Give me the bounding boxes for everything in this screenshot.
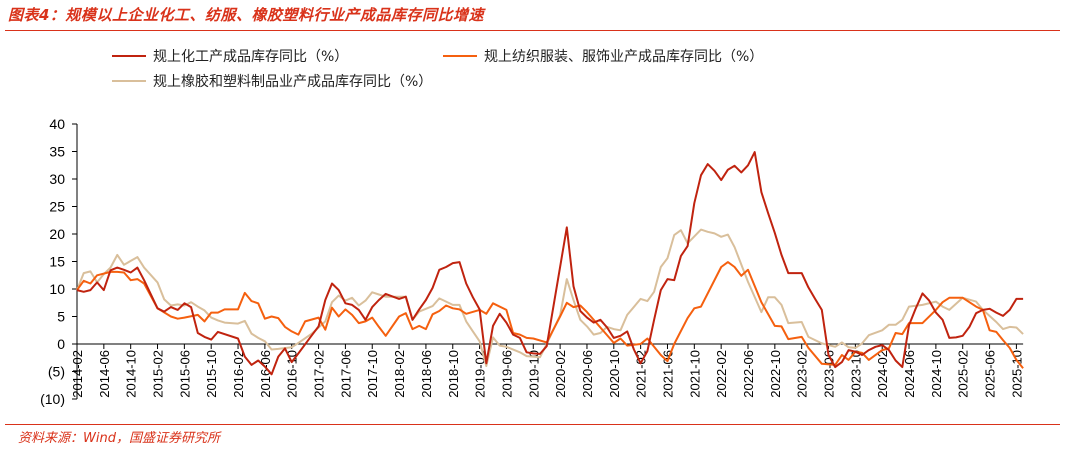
x-tick-label: 2019-02 [473,350,488,398]
x-tick-label: 2014-10 [124,350,139,398]
x-tick-label: 2015-02 [151,350,166,398]
x-tick-label: 2025-10 [1009,350,1024,398]
y-tick-label: 20 [49,226,65,242]
y-tick-label: 5 [57,309,65,325]
x-tick-label: 2025-06 [983,350,998,398]
x-tick-label: 2020-02 [553,350,568,398]
y-tick-label: 15 [49,254,65,270]
series-line-0 [76,151,1024,376]
y-tick-label: 30 [49,171,65,187]
legend-label: 规上橡胶和塑料制品业产成品库存同比（%） [153,74,433,90]
y-tick-label: 40 [49,116,65,132]
x-tick-label: 2022-06 [741,350,756,398]
x-tick-label: 2023-02 [795,350,810,398]
x-tick-label: 2017-10 [365,350,380,398]
x-tick-label: 2021-02 [634,350,649,398]
series-line-1 [76,261,1024,369]
x-tick-label: 2018-02 [392,350,407,398]
x-tick-label: 2024-06 [902,350,917,398]
legend-item-rubber-plastic: 规上橡胶和塑料制品业产成品库存同比（%） [112,71,432,91]
x-tick-label: 2015-06 [177,350,192,398]
legend-label: 规上化工产成品库存同比（%） [153,49,349,65]
x-tick-label: 2019-10 [526,350,541,398]
legend-label: 规上纺织服装、服饰业产成品库存同比（%） [484,49,764,65]
x-tick-label: 2021-10 [687,350,702,398]
x-tick-label: 2020-06 [580,350,595,398]
y-tick-label: (5) [48,364,65,380]
y-tick-label: 35 [49,144,65,160]
y-tick-label: 25 [49,199,65,215]
x-tick-label: 2021-06 [660,350,675,398]
x-tick-label: 2016-02 [231,350,246,398]
x-tick-label: 2016-06 [258,350,273,398]
source-divider [5,424,1060,425]
legend-swatch [112,80,146,82]
legend-item-chemical: 规上化工产成品库存同比（%） [112,46,348,66]
series-line-2 [76,228,1024,367]
legend-swatch [112,55,146,57]
x-tick-label: 2015-10 [204,350,219,398]
x-tick-label: 2018-10 [446,350,461,398]
x-tick-label: 2014-06 [97,350,112,398]
x-tick-label: 2016-10 [285,350,300,398]
legend-swatch [443,55,477,57]
x-tick-label: 2024-02 [875,350,890,398]
x-tick-label: 2020-10 [607,350,622,398]
y-tick-label: 10 [49,281,65,297]
y-tick-label: 0 [57,336,65,352]
source-note: 资料来源：Wind，国盛证券研究所 [18,431,220,446]
chart-title: 图表4：规模以上企业化工、纺服、橡胶塑料行业产成品库存同比增速 [8,6,484,24]
x-tick-label: 2014-02 [70,350,85,398]
x-tick-label: 2022-10 [768,350,783,398]
y-tick-label: (10) [40,391,65,407]
x-tick-label: 2017-06 [338,350,353,398]
x-tick-label: 2019-06 [499,350,514,398]
x-tick-label: 2023-10 [848,350,863,398]
x-tick-label: 2018-06 [419,350,434,398]
title-divider [5,30,1060,31]
x-tick-label: 2022-02 [714,350,729,398]
x-tick-label: 2024-10 [929,350,944,398]
x-tick-label: 2017-02 [312,350,327,398]
x-tick-label: 2025-02 [956,350,971,398]
legend-item-textile: 规上纺织服装、服饰业产成品库存同比（%） [443,46,763,66]
